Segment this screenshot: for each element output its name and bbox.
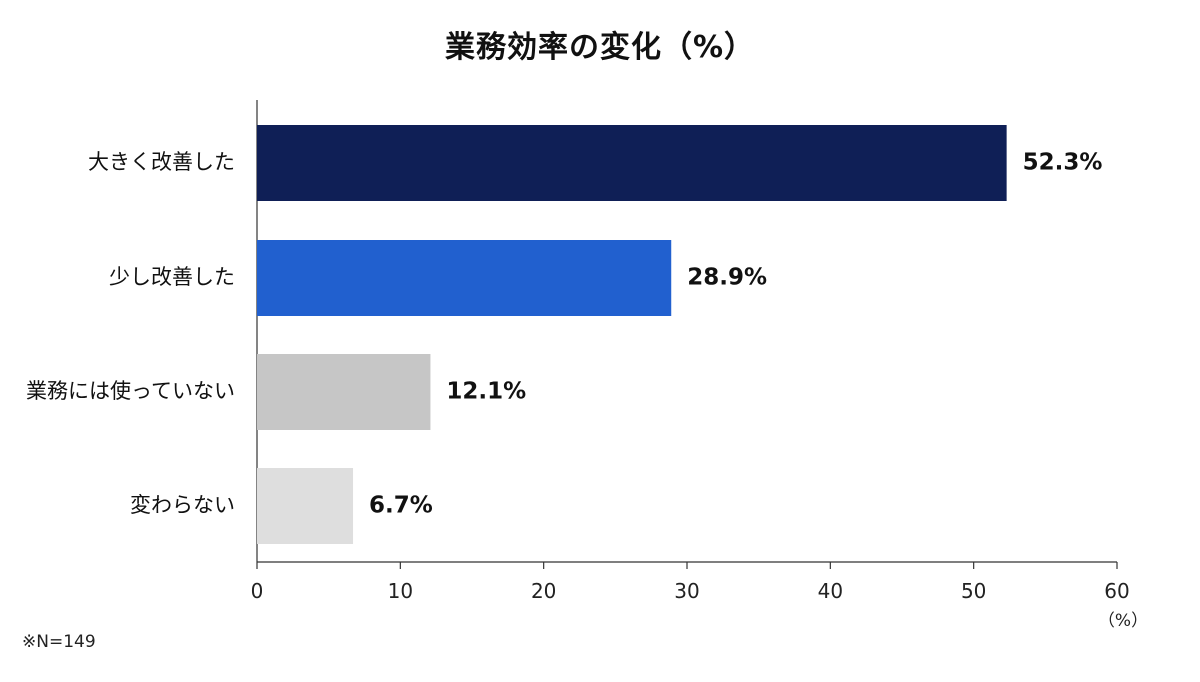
category-label: 業務には使っていない [26, 379, 235, 403]
x-tick-label: 60 [1104, 579, 1129, 603]
bar-0 [257, 125, 1007, 201]
bar-1 [257, 240, 672, 316]
value-label: 52.3% [1023, 150, 1103, 176]
x-tick-label: 0 [251, 579, 264, 603]
bar-3 [257, 468, 354, 544]
category-label: 変わらない [130, 493, 235, 517]
x-tick-label: 20 [531, 579, 556, 603]
category-label: 少し改善した [109, 265, 235, 289]
bar-2 [257, 354, 431, 430]
x-tick-label: 10 [388, 579, 413, 603]
bars-group: 大きく改善した 52.3% 少し改善した 28.9% 業務には使っていない 12.1% 変わ… [26, 125, 1102, 544]
category-label: 大きく改善した [88, 150, 235, 174]
value-label: 28.9% [687, 265, 767, 291]
footnote: ※N=149 [22, 632, 96, 652]
x-axis-unit-label: （%） [1098, 611, 1148, 631]
x-tick-label: 50 [961, 579, 986, 603]
value-label: 12.1% [446, 379, 526, 405]
x-tick-label: 40 [818, 579, 843, 603]
chart-title: 業務効率の変化（%） [444, 30, 756, 65]
x-tick-label: 30 [674, 579, 699, 603]
x-ticks-group: 0 10 20 30 40 50 60 [251, 562, 1130, 603]
value-label: 6.7% [369, 493, 433, 519]
